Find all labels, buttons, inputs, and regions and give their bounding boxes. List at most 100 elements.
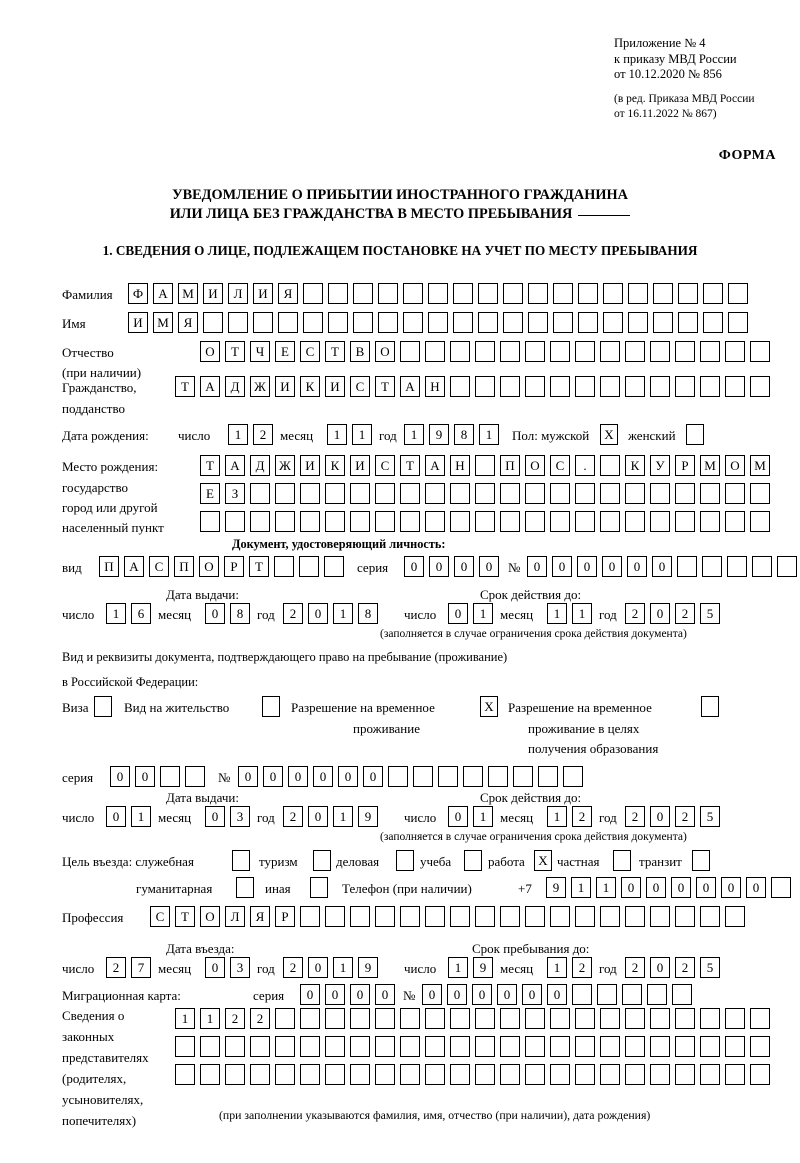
birthplace-cell[interactable]: И bbox=[300, 455, 320, 476]
birthplace-cell[interactable] bbox=[325, 483, 345, 504]
firstname-cell[interactable] bbox=[628, 312, 648, 333]
patronymic-cell[interactable]: Т bbox=[225, 341, 245, 362]
birthplace-cell[interactable]: О bbox=[525, 455, 545, 476]
firstname-cell[interactable] bbox=[478, 312, 498, 333]
birthplace-cell[interactable]: М bbox=[700, 455, 720, 476]
firstname-cell[interactable] bbox=[678, 312, 698, 333]
legal-rep-cell[interactable]: 2 bbox=[250, 1008, 270, 1029]
legal-rep-cell[interactable] bbox=[725, 1008, 745, 1029]
legal-rep-cell[interactable] bbox=[175, 1036, 195, 1057]
birthplace-cell[interactable] bbox=[600, 483, 620, 504]
surname-cell[interactable] bbox=[528, 283, 548, 304]
surname-cell[interactable] bbox=[403, 283, 423, 304]
doc-issue-day-cell[interactable]: 6 bbox=[131, 603, 151, 624]
permit-number-cell[interactable] bbox=[488, 766, 508, 787]
birthplace-cell[interactable] bbox=[650, 483, 670, 504]
legal-rep-cell[interactable] bbox=[300, 1036, 320, 1057]
firstname-cell[interactable] bbox=[453, 312, 473, 333]
firstname-cell[interactable] bbox=[303, 312, 323, 333]
birth-day-cell[interactable]: 1 bbox=[228, 424, 248, 445]
stay-month-cell[interactable]: 1 bbox=[547, 957, 567, 978]
citizenship-cell[interactable]: А bbox=[200, 376, 220, 397]
legal-rep-cell[interactable] bbox=[250, 1064, 270, 1085]
purpose-study-checkbox[interactable] bbox=[464, 850, 482, 871]
legal-rep-cell[interactable] bbox=[400, 1064, 420, 1085]
surname-cell[interactable] bbox=[353, 283, 373, 304]
stay-month-cell[interactable]: 2 bbox=[572, 957, 592, 978]
entry-month-cell[interactable]: 0 bbox=[205, 957, 225, 978]
patronymic-cell[interactable]: Т bbox=[325, 341, 345, 362]
birthplace-cell[interactable]: А bbox=[225, 455, 245, 476]
legal-rep-cell[interactable] bbox=[750, 1008, 770, 1029]
birthplace-cell[interactable] bbox=[275, 483, 295, 504]
birthplace-cell[interactable] bbox=[725, 483, 745, 504]
purpose-other-checkbox[interactable] bbox=[310, 877, 328, 898]
permit-number-cell[interactable]: 0 bbox=[288, 766, 308, 787]
surname-cell[interactable] bbox=[478, 283, 498, 304]
migration-card-number-cell[interactable] bbox=[622, 984, 642, 1005]
birthplace-cell[interactable] bbox=[700, 511, 720, 532]
entry-day-cell[interactable]: 7 bbox=[131, 957, 151, 978]
birthplace-cell[interactable] bbox=[300, 483, 320, 504]
patronymic-cell[interactable] bbox=[675, 341, 695, 362]
legal-rep-cell[interactable] bbox=[250, 1036, 270, 1057]
phone-cell[interactable]: 0 bbox=[646, 877, 666, 898]
firstname-cell[interactable] bbox=[228, 312, 248, 333]
permit-issue-month-cell[interactable]: 0 bbox=[205, 806, 225, 827]
legal-rep-cell[interactable] bbox=[725, 1064, 745, 1085]
firstname-cell[interactable]: Я bbox=[178, 312, 198, 333]
surname-cell[interactable] bbox=[578, 283, 598, 304]
citizenship-cell[interactable]: И bbox=[275, 376, 295, 397]
birth-year-cell[interactable]: 8 bbox=[454, 424, 474, 445]
patronymic-cell[interactable] bbox=[500, 341, 520, 362]
birthplace-cell[interactable] bbox=[550, 483, 570, 504]
birthplace-cell[interactable]: М bbox=[750, 455, 770, 476]
legal-rep-cell[interactable] bbox=[525, 1064, 545, 1085]
doc-issue-day-cell[interactable]: 1 bbox=[106, 603, 126, 624]
surname-cell[interactable] bbox=[553, 283, 573, 304]
legal-rep-cell[interactable] bbox=[350, 1064, 370, 1085]
birthplace-cell[interactable] bbox=[575, 483, 595, 504]
doc-number-cell[interactable] bbox=[777, 556, 797, 577]
legal-rep-cell[interactable] bbox=[750, 1064, 770, 1085]
firstname-cell[interactable] bbox=[603, 312, 623, 333]
profession-cell[interactable] bbox=[600, 906, 620, 927]
birthplace-cell[interactable] bbox=[625, 511, 645, 532]
surname-cell[interactable] bbox=[703, 283, 723, 304]
stay-year-cell[interactable]: 2 bbox=[625, 957, 645, 978]
birthplace-cell[interactable] bbox=[200, 511, 220, 532]
legal-rep-cell[interactable] bbox=[625, 1064, 645, 1085]
surname-cell[interactable]: Я bbox=[278, 283, 298, 304]
birthplace-cell[interactable]: Н bbox=[450, 455, 470, 476]
doc-valid-year-cell[interactable]: 2 bbox=[675, 603, 695, 624]
birthplace-cell[interactable] bbox=[475, 483, 495, 504]
doc-kind-cell[interactable]: Р bbox=[224, 556, 244, 577]
permit-valid-year-cell[interactable]: 2 bbox=[675, 806, 695, 827]
sex-male-checkbox[interactable]: X bbox=[600, 424, 618, 445]
legal-rep-cell[interactable] bbox=[475, 1008, 495, 1029]
phone-cell[interactable] bbox=[771, 877, 791, 898]
purpose-transit-checkbox[interactable] bbox=[692, 850, 710, 871]
legal-rep-cell[interactable] bbox=[425, 1008, 445, 1029]
permit-valid-month-cell[interactable]: 1 bbox=[547, 806, 567, 827]
phone-cell[interactable]: 9 bbox=[546, 877, 566, 898]
profession-cell[interactable] bbox=[725, 906, 745, 927]
birthplace-cell[interactable]: З bbox=[225, 483, 245, 504]
birthplace-cell[interactable] bbox=[550, 511, 570, 532]
entry-year-cell[interactable]: 2 bbox=[283, 957, 303, 978]
permit-number-cell[interactable] bbox=[538, 766, 558, 787]
legal-rep-cell[interactable] bbox=[650, 1064, 670, 1085]
stay-year-cell[interactable]: 2 bbox=[675, 957, 695, 978]
profession-cell[interactable] bbox=[500, 906, 520, 927]
visa-checkbox[interactable] bbox=[94, 696, 112, 717]
birthplace-cell[interactable] bbox=[700, 483, 720, 504]
